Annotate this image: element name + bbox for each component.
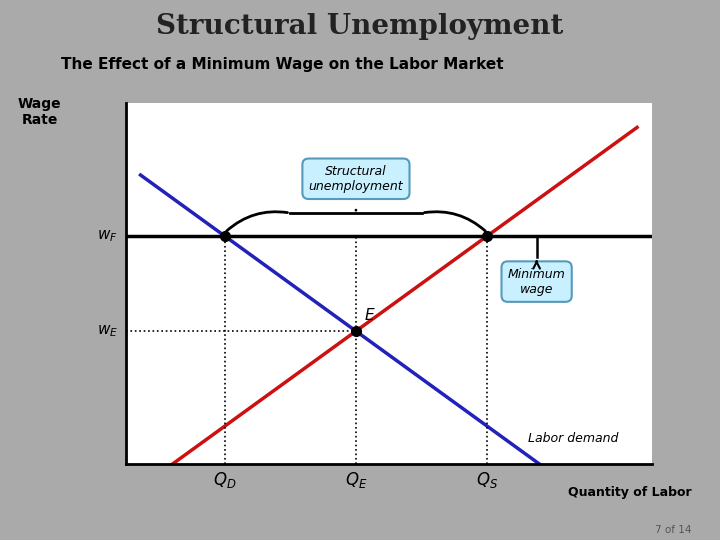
Text: 7 of 14: 7 of 14	[654, 524, 691, 535]
Text: $Q_E$: $Q_E$	[345, 470, 367, 490]
Text: The Effect of a Minimum Wage on the Labor Market: The Effect of a Minimum Wage on the Labo…	[61, 57, 504, 72]
Text: Structural
unemployment: Structural unemployment	[309, 165, 403, 193]
Text: Labor demand: Labor demand	[528, 433, 618, 446]
Text: $Q_D$: $Q_D$	[213, 470, 236, 490]
Text: $w_E$: $w_E$	[97, 323, 118, 339]
Text: $E$: $E$	[364, 307, 375, 323]
Text: Wage
Rate: Wage Rate	[18, 97, 61, 127]
Text: $Q_S$: $Q_S$	[477, 470, 498, 490]
Text: Minimum
wage: Minimum wage	[508, 268, 565, 295]
Text: $w_F$: $w_F$	[97, 228, 118, 244]
Text: Structural Unemployment: Structural Unemployment	[156, 14, 564, 40]
Text: Quantity of Labor: Quantity of Labor	[567, 486, 691, 499]
